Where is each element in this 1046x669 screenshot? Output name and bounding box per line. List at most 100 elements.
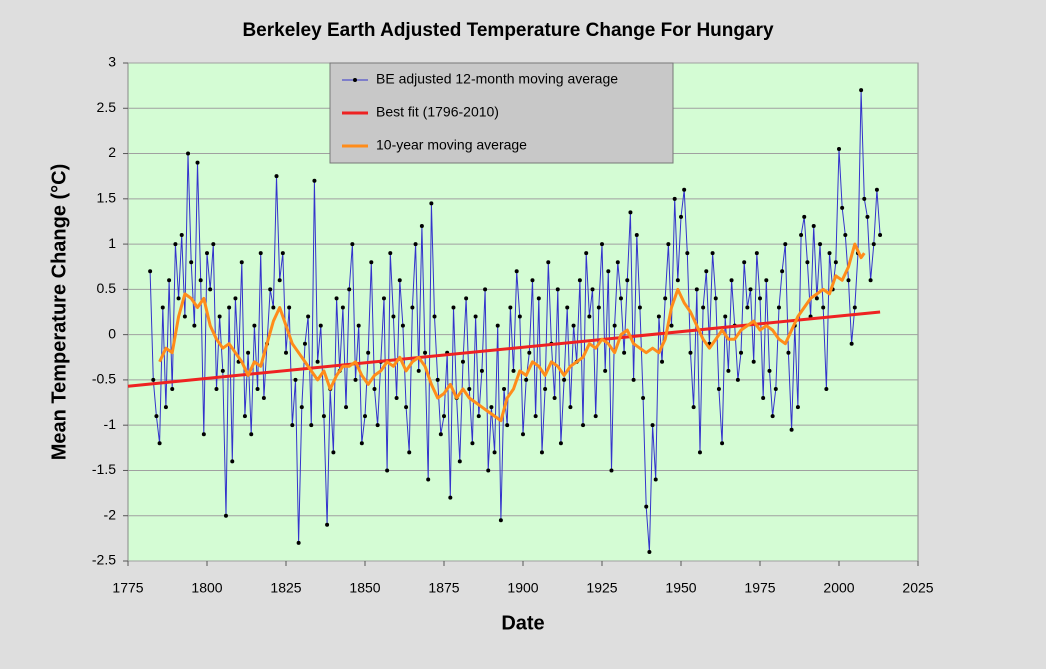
- data-point: [363, 414, 367, 419]
- data-point: [656, 314, 661, 319]
- data-point: [577, 278, 582, 283]
- data-point: [552, 396, 557, 401]
- data-point: [274, 174, 279, 179]
- data-point: [833, 260, 838, 265]
- x-tick-label: 2000: [823, 580, 854, 596]
- y-tick-label: -0.5: [92, 371, 116, 387]
- data-point: [438, 432, 443, 437]
- data-point: [776, 305, 781, 310]
- data-point: [691, 405, 696, 410]
- data-point: [432, 314, 437, 319]
- y-tick-label: 2.5: [97, 99, 117, 115]
- data-point: [742, 260, 747, 265]
- data-point: [628, 210, 633, 215]
- data-point: [400, 323, 405, 328]
- x-tick-label: 1775: [112, 580, 143, 596]
- legend-box: [329, 62, 674, 164]
- series-line: [158, 242, 866, 423]
- x-axis-label: Date: [501, 612, 544, 634]
- data-point: [799, 233, 804, 238]
- data-point: [473, 314, 478, 319]
- legend: BE adjusted 12-month moving average Best …: [329, 62, 674, 164]
- data-point: [498, 518, 503, 523]
- data-point: [419, 223, 424, 228]
- x-tick-label: 1825: [270, 580, 301, 596]
- data-point: [871, 242, 876, 247]
- data-point: [521, 432, 525, 437]
- data-point: [773, 386, 778, 391]
- data-point: [208, 287, 213, 292]
- legend-marker: [353, 78, 357, 82]
- data-point: [852, 305, 857, 310]
- data-point: [704, 269, 709, 274]
- data-point: [837, 147, 841, 152]
- data-point: [223, 513, 228, 518]
- data-point: [675, 278, 680, 283]
- data-point: [511, 368, 516, 373]
- data-point: [663, 296, 668, 301]
- data-point: [242, 414, 247, 419]
- data-point: [347, 287, 352, 292]
- data-point: [467, 386, 472, 391]
- data-point: [524, 377, 529, 382]
- data-point: [593, 414, 598, 419]
- data-point: [505, 423, 510, 428]
- data-point: [786, 350, 791, 355]
- x-tick-label: 1925: [586, 580, 617, 596]
- data-point: [410, 305, 415, 310]
- data-point: [170, 386, 175, 391]
- data-point: [527, 350, 532, 355]
- data-point: [394, 396, 399, 401]
- data-point: [356, 323, 361, 328]
- y-tick-label: -1.5: [92, 461, 116, 477]
- data-point: [625, 278, 630, 283]
- data-point: [565, 305, 570, 310]
- data-point: [198, 278, 203, 283]
- data-point: [366, 350, 371, 355]
- data-point: [489, 405, 494, 410]
- data-point: [502, 386, 507, 391]
- data-point: [748, 287, 753, 292]
- x-tick-label: 1875: [428, 580, 459, 596]
- data-point: [340, 305, 345, 310]
- data-point: [176, 296, 181, 301]
- data-point: [309, 423, 314, 428]
- data-point: [666, 242, 671, 247]
- y-tick-label: 2: [108, 144, 116, 160]
- data-point: [157, 441, 162, 446]
- data-point: [249, 432, 254, 437]
- data-point: [416, 368, 421, 373]
- data-point: [688, 350, 693, 355]
- data-point: [726, 368, 731, 373]
- data-point: [814, 296, 819, 301]
- data-point: [486, 468, 491, 473]
- data-point: [160, 305, 165, 310]
- data-point: [388, 251, 393, 256]
- data-point: [805, 260, 810, 265]
- data-point: [701, 305, 706, 310]
- data-point: [375, 423, 380, 428]
- data-point: [448, 495, 453, 500]
- data-point: [530, 278, 535, 283]
- data-point: [195, 160, 200, 165]
- data-point: [694, 287, 699, 292]
- data-point: [239, 260, 244, 265]
- chart-title: Berkeley Earth Adjusted Temperature Chan…: [242, 20, 774, 41]
- data-point: [811, 223, 816, 228]
- data-point: [533, 414, 538, 419]
- data-point: [407, 450, 412, 455]
- data-point: [669, 323, 674, 328]
- data-point: [615, 260, 620, 265]
- series-line: [149, 89, 881, 553]
- data-point: [517, 314, 522, 319]
- data-point: [729, 278, 734, 283]
- data-point: [568, 405, 573, 410]
- data-point: [179, 233, 184, 238]
- data-point: [154, 414, 159, 419]
- data-point: [603, 368, 608, 373]
- data-point: [606, 269, 611, 274]
- data-point: [189, 260, 194, 265]
- data-point: [306, 314, 311, 319]
